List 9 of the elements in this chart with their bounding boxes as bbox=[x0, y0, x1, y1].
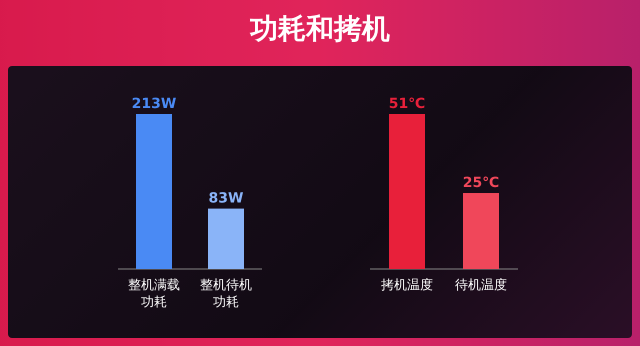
data-label: 51℃ bbox=[388, 96, 426, 112]
x-tick-label: 拷机温度 bbox=[381, 277, 433, 293]
data-label: 213W bbox=[132, 96, 176, 112]
x-tick-label: 整机待机功耗 bbox=[200, 278, 252, 310]
data-label: 83W bbox=[208, 190, 244, 207]
data-label: 25℃ bbox=[462, 175, 500, 192]
text: 功耗和拷机 bbox=[248, 11, 391, 47]
x-tick-label: 待机温度 bbox=[455, 277, 507, 293]
x-tick-label: 整机满载功耗 bbox=[128, 278, 180, 310]
